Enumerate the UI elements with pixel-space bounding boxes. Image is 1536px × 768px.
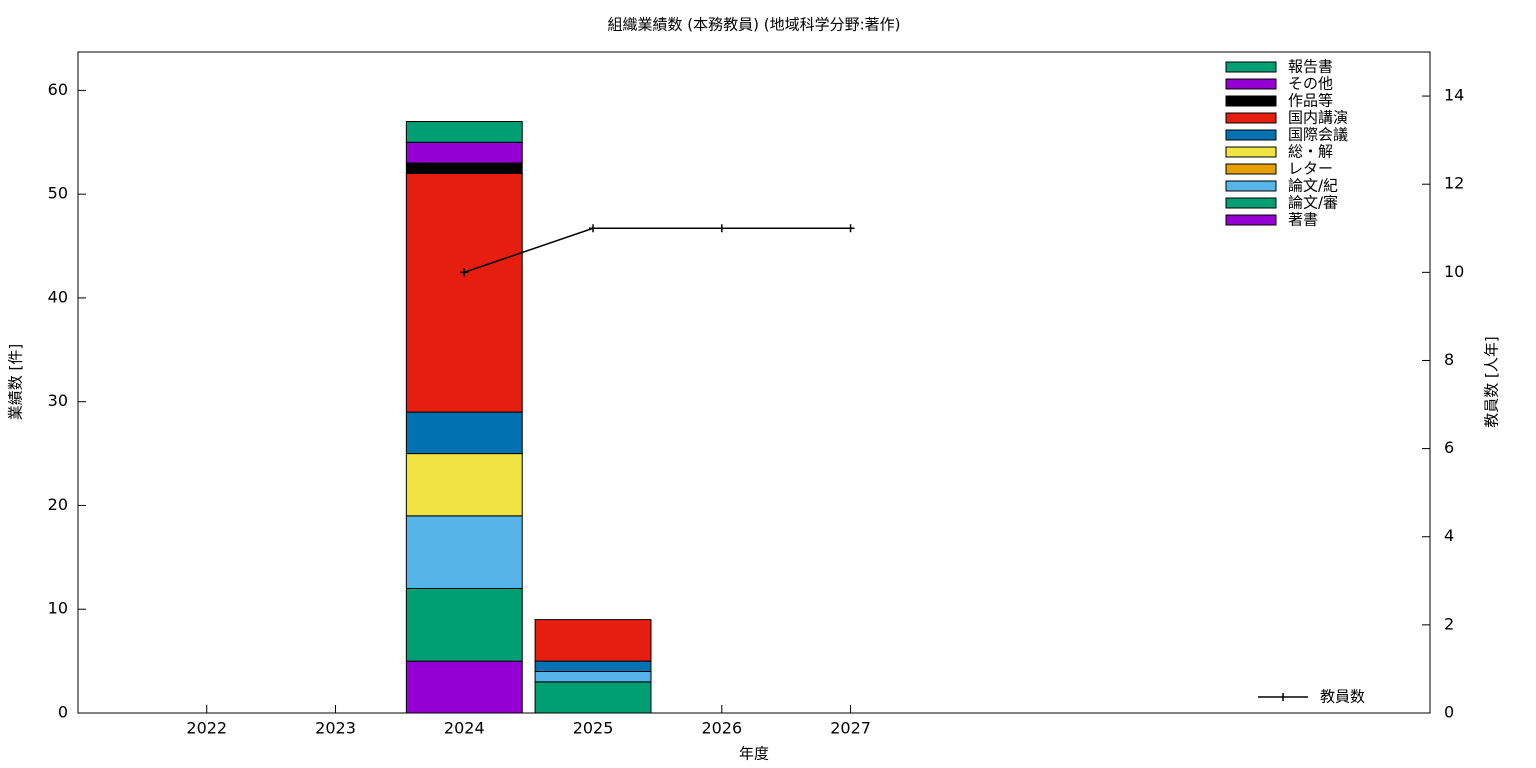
bar-segment	[405, 411, 523, 455]
line	[464, 227, 851, 274]
bar-segment	[405, 660, 523, 714]
y-tick-label: 40	[48, 287, 68, 306]
y-tick-label: 60	[48, 80, 68, 99]
legend-label: 総・解	[1288, 143, 1333, 161]
y-axis-label: 業績数 [件]	[7, 344, 25, 420]
bar-segment	[405, 515, 523, 589]
legend-swatch	[1225, 163, 1277, 175]
bar-segment	[405, 172, 523, 413]
y2-tick-label: 14	[1444, 86, 1464, 105]
legend-swatch	[1225, 180, 1277, 192]
y-tick-label: 30	[48, 391, 68, 410]
plot-frame	[77, 51, 1431, 714]
legend-label: 論文/紀	[1288, 177, 1338, 195]
point	[717, 224, 726, 233]
y2-tick-label: 2	[1444, 614, 1454, 633]
bar-segment	[405, 587, 523, 662]
y2-axis-label: 教員数 [人年]	[1483, 336, 1501, 427]
bar-segment	[534, 681, 652, 714]
y2-tick-label: 0	[1444, 703, 1454, 722]
legend-swatch	[1225, 129, 1277, 141]
legend-label: 著書	[1288, 211, 1318, 229]
bar-segment	[534, 670, 652, 683]
x-tick-label: 2027	[830, 719, 871, 738]
x-axis-label: 年度	[739, 745, 769, 763]
chart-title: 組織業績数 (本務教員) (地域科学分野:著作)	[608, 16, 901, 34]
y-tick-label: 0	[58, 703, 68, 722]
legend-swatch	[1225, 214, 1277, 226]
legend-swatch	[1225, 197, 1277, 209]
y-tick-label: 20	[48, 495, 68, 514]
x-tick-label: 2026	[701, 719, 742, 738]
bar-segment	[405, 162, 523, 174]
legend-swatch	[1225, 61, 1277, 73]
bar-segment	[534, 619, 652, 662]
legend-swatch	[1225, 112, 1277, 124]
y2-tick-label: 6	[1444, 438, 1454, 457]
legend-label: 国内講演	[1288, 109, 1348, 127]
legend-label: 作品等	[1288, 92, 1333, 110]
y2-tick-label: 10	[1444, 262, 1464, 281]
y-tick-label: 50	[48, 184, 68, 203]
legend-swatch	[1225, 78, 1277, 90]
bar-segment	[405, 121, 523, 143]
legend-label: その他	[1288, 75, 1333, 93]
x-tick-label: 2024	[444, 719, 485, 738]
legend-label: 国際会議	[1288, 126, 1348, 144]
y2-tick-label: 12	[1444, 174, 1464, 193]
y2-tick-label: 8	[1444, 350, 1454, 369]
x-tick-label: 2022	[186, 719, 227, 738]
bar-segment	[405, 141, 523, 164]
legend-label: 論文/審	[1288, 194, 1338, 212]
point	[460, 268, 469, 277]
point	[589, 224, 598, 233]
legend-label: 報告書	[1288, 58, 1333, 76]
legend-label: 教員数	[1320, 688, 1365, 706]
legend-swatch	[1225, 146, 1277, 158]
x-tick-label: 2023	[315, 719, 356, 738]
y2-tick-label: 4	[1444, 526, 1454, 545]
legend-swatch	[1225, 95, 1277, 107]
y-tick-label: 10	[48, 599, 68, 618]
bar-segment	[405, 453, 523, 517]
bar-segment	[534, 660, 652, 672]
point	[846, 224, 855, 233]
x-tick-label: 2025	[573, 719, 614, 738]
legend-label: レター	[1288, 160, 1333, 178]
